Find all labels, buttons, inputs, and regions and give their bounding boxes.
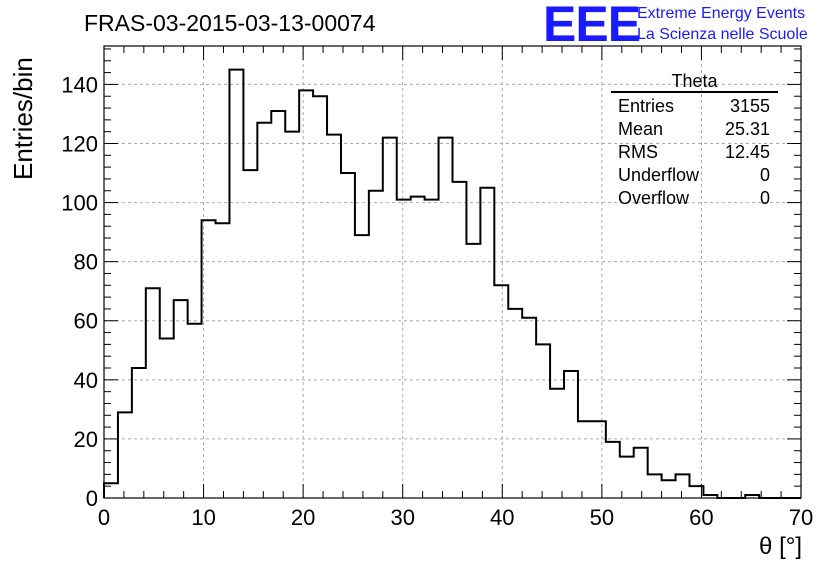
histogram-bin (425, 200, 439, 498)
histogram-bin (327, 135, 341, 498)
histogram-bin (229, 70, 243, 498)
y-tick-label: 120 (61, 131, 98, 156)
histogram-bin (494, 285, 508, 498)
histogram-bin (606, 442, 620, 498)
histogram-bin (243, 170, 257, 498)
stats-header: Theta (611, 72, 778, 93)
y-tick-label: 20 (74, 427, 98, 452)
eee-logo: EEE (543, 0, 641, 52)
stats-value: 0 (759, 188, 770, 208)
y-tick-label: 40 (74, 368, 98, 393)
histogram-bin (285, 132, 299, 498)
histogram-bin (648, 474, 662, 498)
stats-value: 0 (759, 165, 770, 185)
x-axis-label: θ [°] (759, 533, 802, 560)
stats-row-underflow: Underflow 0 (611, 164, 778, 187)
y-tick-label: 140 (61, 72, 98, 97)
histogram-bin (132, 368, 146, 498)
stats-value: 25.31 (724, 119, 770, 139)
histogram-bin (341, 173, 355, 498)
histogram-bin (216, 223, 230, 498)
histogram-bin (480, 188, 494, 498)
histogram-bin (383, 138, 397, 498)
histogram-bin (202, 220, 216, 498)
histogram-bin (522, 318, 536, 498)
histogram-bin (550, 389, 564, 498)
stats-value: 3155 (729, 96, 770, 116)
y-axis-label: Entries/bin (8, 57, 38, 180)
histogram-bin (439, 138, 453, 498)
stats-label: Entries (618, 96, 675, 116)
histogram-bin (160, 338, 174, 498)
plot-frame (103, 45, 802, 499)
stats-label: Mean (618, 119, 664, 139)
x-tick-label: 30 (390, 505, 414, 530)
stats-value: 12.45 (724, 142, 770, 162)
histogram-bin (453, 182, 467, 498)
histogram-bin (536, 344, 550, 498)
stats-row-entries: Entries 3155 (611, 95, 778, 118)
stats-label: Overflow (618, 188, 690, 208)
logo-line-1: Extreme Energy Events (637, 5, 806, 22)
histogram-bin (104, 483, 118, 498)
histogram-bin (146, 288, 160, 498)
x-tick-label: 0 (98, 505, 110, 530)
histogram-bin (578, 421, 592, 498)
histogram-bin (466, 244, 480, 498)
chart-title: FRAS-03-2015-03-13-00074 (84, 10, 376, 36)
logo-line-2: La Scienza nelle Scuole (637, 26, 808, 43)
stats-label: Underflow (618, 165, 700, 185)
histogram-bin (257, 123, 271, 498)
histogram-bin (397, 200, 411, 498)
histogram-bin (564, 371, 578, 498)
x-tick-label: 40 (490, 505, 514, 530)
histogram-line (103, 68, 801, 499)
x-tick-label: 60 (689, 505, 713, 530)
stats-label: RMS (618, 142, 658, 162)
stats-row-overflow: Overflow 0 (611, 187, 778, 210)
histogram-bin (174, 300, 188, 498)
y-tick-label: 80 (74, 250, 98, 275)
stats-row-rms: RMS 12.45 (611, 141, 778, 164)
histogram-bin (411, 197, 425, 498)
stats-row-mean: Mean 25.31 (611, 118, 778, 141)
y-tick-label: 60 (74, 309, 98, 334)
histogram-bin (299, 90, 313, 498)
y-tick-label: 100 (61, 191, 98, 216)
x-tick-label: 50 (590, 505, 614, 530)
logo-caption: Extreme Energy Events La Scienza nelle S… (637, 3, 808, 45)
histogram-bin (118, 412, 132, 498)
histogram-bin (662, 480, 676, 498)
stats-box: Theta Entries 3155 Mean 25.31 RMS 12.45 Und… (611, 72, 778, 210)
histogram-bin (592, 421, 606, 498)
histogram-bin (634, 448, 648, 498)
x-tick-label: 20 (291, 505, 315, 530)
histogram-bin (355, 235, 369, 498)
x-tick-label: 10 (191, 505, 215, 530)
histogram-bin (676, 474, 690, 498)
histogram-bin (271, 111, 285, 498)
histogram-bin (313, 96, 327, 498)
x-tick-label: 70 (789, 505, 813, 530)
histogram-bin (369, 191, 383, 498)
y-tick-label: 0 (86, 486, 98, 511)
histogram-bin (508, 309, 522, 498)
histogram-bin (188, 324, 202, 498)
